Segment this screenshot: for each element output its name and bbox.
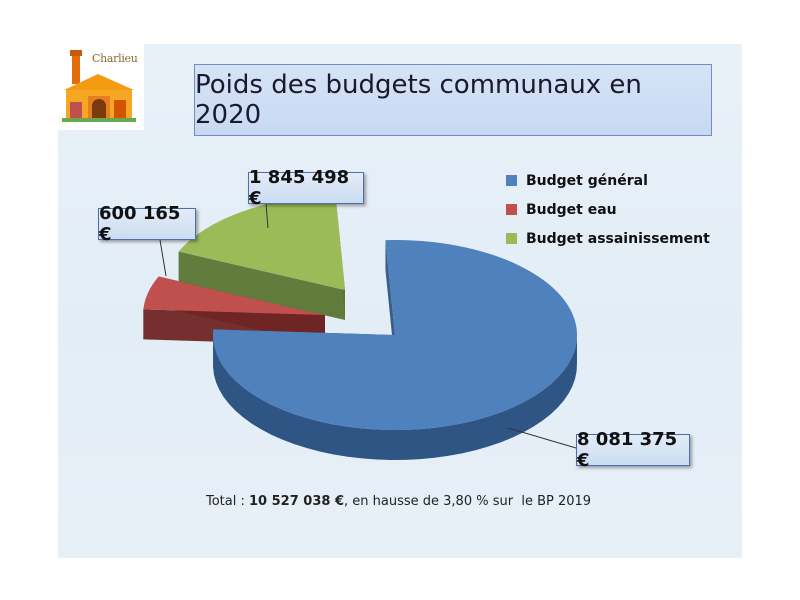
legend-label: Budget général [526, 172, 648, 189]
castle-icon [62, 50, 136, 122]
footer-suffix: , en hausse de 3,80 % sur le BP 2019 [344, 494, 592, 509]
legend-swatch [506, 233, 517, 244]
legend-swatch [506, 175, 517, 186]
legend-item-assainissement: Budget assainissement [506, 224, 710, 253]
legend-swatch [506, 204, 517, 215]
pie-slice-cut [178, 251, 345, 320]
footer-prefix: Total : [206, 494, 250, 509]
pie-slice-cut [385, 240, 395, 365]
legend-item-eau: Budget eau [506, 195, 710, 224]
pie-slice-general [213, 240, 577, 460]
pie-slice-eau [143, 276, 325, 345]
legend-label: Budget eau [526, 201, 617, 218]
footer-total-value: 10 527 038 € [249, 494, 345, 509]
data-label-eau: 600 165 € [98, 203, 196, 245]
footer-total: Total : 10 527 038 €, en hausse de 3,80 … [206, 494, 591, 509]
pie-slice-top [213, 240, 577, 430]
leader-line-assainissement [265, 203, 269, 229]
pie-slice-side [213, 333, 577, 460]
chart-title: Poids des budgets communaux en 2020 [195, 70, 642, 130]
logo-text: Charlieu [92, 52, 138, 65]
town-logo: Charlieu [58, 44, 144, 130]
title-box: Poids des budgets communaux en 2020 [194, 64, 712, 136]
pie-slice-top [143, 276, 325, 315]
legend-item-general: Budget général [506, 166, 710, 195]
data-label-assainissement: 1 845 498 € [248, 167, 364, 209]
data-label-general: 8 081 375 € [576, 429, 690, 471]
legend-label: Budget assainissement [526, 230, 710, 247]
leader-line-eau [159, 239, 167, 277]
leader-line-general [507, 427, 577, 449]
pie-slice-top [178, 195, 345, 290]
legend: Budget général Budget eau Budget assaini… [506, 166, 710, 253]
pie-slice-assainissement [178, 195, 345, 320]
